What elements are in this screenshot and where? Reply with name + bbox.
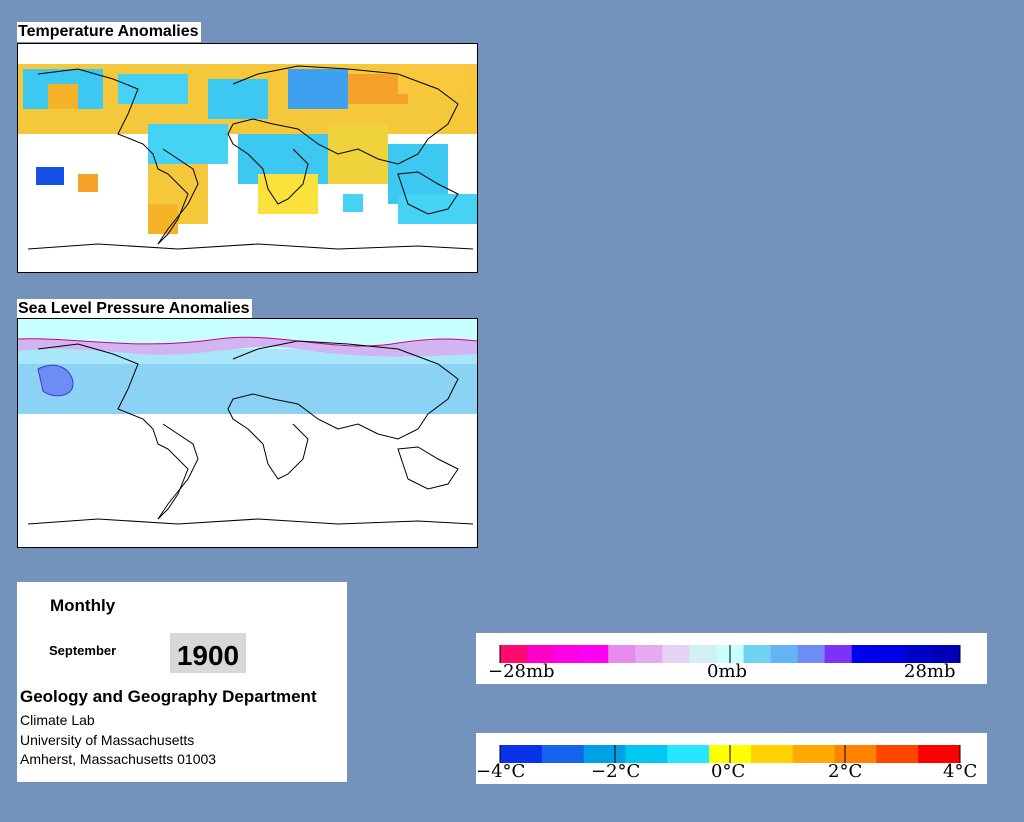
university-name: University of Massachusetts — [20, 732, 195, 748]
pressure-legend: −28mb 0mb 28mb — [476, 633, 987, 684]
legend-swatch — [500, 645, 528, 663]
legend-swatch — [851, 645, 880, 663]
legend-swatch — [743, 645, 772, 663]
legend-swatch — [905, 645, 934, 663]
legend-swatch — [662, 645, 690, 663]
pressure-map-title: Sea Level Pressure Anomalies — [17, 299, 252, 319]
legend-swatch — [797, 645, 826, 663]
temperature-tick-minus2: −2°C — [591, 761, 641, 782]
coastlines — [27, 340, 474, 525]
year-display: 1900 — [170, 633, 246, 673]
pressure-tick-min: −28mb — [488, 661, 555, 682]
legend-swatch — [581, 645, 609, 663]
legend-swatch — [667, 745, 710, 763]
legend-swatch — [824, 645, 853, 663]
pressure-anomaly-map — [17, 318, 478, 548]
pressure-tick-zero: 0mb — [707, 661, 748, 682]
legend-swatch — [625, 745, 668, 763]
lab-name: Climate Lab — [20, 712, 95, 728]
month-label: September — [49, 643, 117, 658]
legend-swatch — [541, 745, 585, 763]
address: Amherst, Massachusetts 01003 — [20, 751, 217, 767]
legend-swatch — [608, 645, 636, 663]
temperature-color-bar — [499, 745, 961, 763]
temperature-tick-minus4: −4°C — [476, 761, 526, 782]
legend-swatch — [876, 745, 919, 763]
temperature-anomaly-map — [17, 43, 478, 273]
legend-swatch — [918, 745, 961, 763]
temperature-map-title: Temperature Anomalies — [17, 22, 201, 42]
info-panel: Monthly September 1900 Geology and Geogr… — [17, 582, 347, 782]
temperature-anomaly-field — [18, 64, 477, 272]
legend-swatch — [500, 745, 543, 763]
period-label: Monthly — [50, 596, 116, 615]
pressure-color-bar — [499, 645, 961, 663]
pressure-tick-max: 28mb — [904, 661, 956, 682]
legend-swatch — [792, 745, 836, 763]
legend-swatch — [635, 645, 663, 663]
legend-swatch — [932, 645, 961, 663]
department-name: Geology and Geography Department — [20, 687, 317, 706]
legend-swatch — [554, 645, 582, 663]
temperature-tick-plus4: 4°C — [943, 761, 978, 782]
pressure-anomaly-field — [18, 319, 477, 547]
legend-swatch — [689, 645, 717, 663]
legend-swatch — [878, 645, 907, 663]
legend-swatch — [750, 745, 794, 763]
temperature-tick-plus2: 2°C — [828, 761, 863, 782]
legend-swatch — [770, 645, 799, 663]
temperature-legend: −4°C −2°C 0°C 2°C 4°C — [476, 733, 987, 784]
coastlines — [27, 65, 474, 250]
temperature-tick-zero: 0°C — [711, 761, 746, 782]
legend-swatch — [527, 645, 555, 663]
